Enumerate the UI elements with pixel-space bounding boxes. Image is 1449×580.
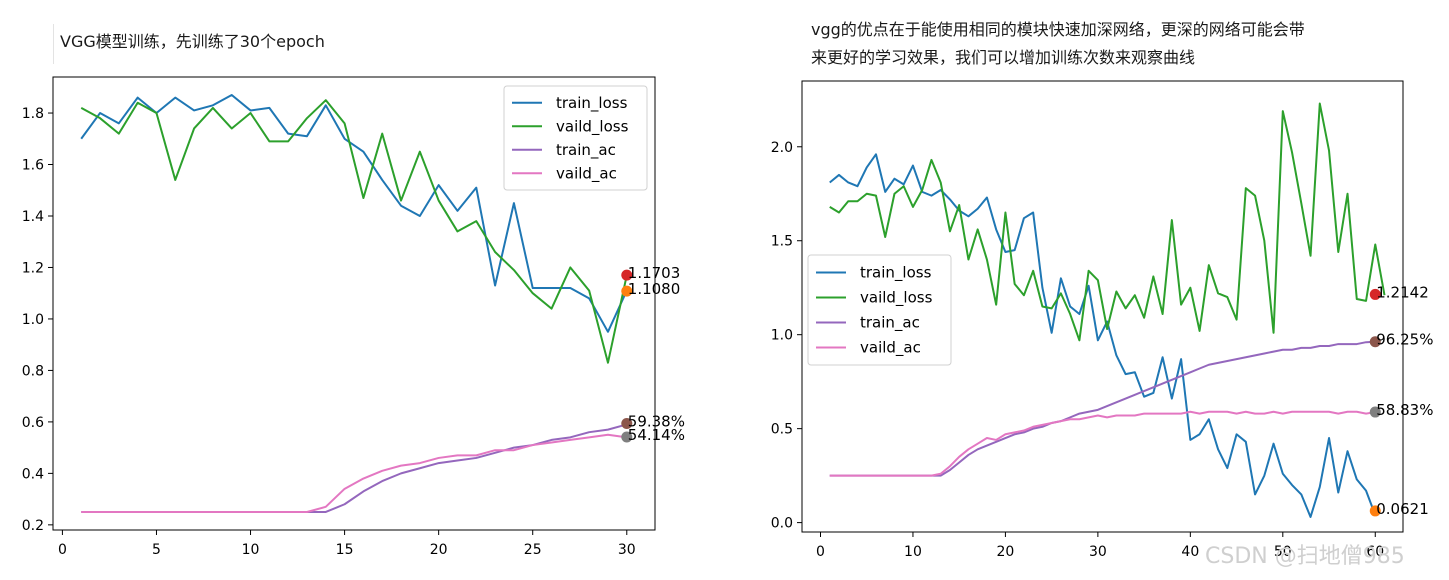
- legend-label-vaild_ac: vaild_ac: [556, 164, 617, 183]
- end-marker-1: [621, 269, 633, 281]
- legend-label-vaild_loss: vaild_loss: [860, 289, 933, 308]
- plot-frame: [52, 76, 656, 531]
- y-tick-label: 1.4: [22, 209, 44, 225]
- x-tick-label: 5: [152, 542, 161, 558]
- x-tick-label: 40: [1181, 544, 1199, 560]
- y-tick-label: 1.0: [22, 312, 44, 328]
- right-caption: vgg的优点在于能使用相同的模块快速加深网络，更深的网络可能会带 来更好的学习效…: [811, 16, 1305, 72]
- end-marker-3: [1369, 406, 1381, 418]
- x-tick-label: 20: [430, 542, 448, 558]
- legend: train_loss vaild_loss train_ac vaild_ac: [503, 85, 648, 191]
- x-tick-label: 0: [58, 542, 67, 558]
- end-label-3: 59.38%: [628, 412, 685, 430]
- end-label-4: 54.14%: [628, 426, 685, 444]
- right-caption-line-2: 来更好的学习效果，我们可以增加训练次数来观察曲线: [811, 48, 1196, 67]
- y-tick-label: 0.2: [22, 518, 44, 534]
- y-tick-label: 1.8: [22, 106, 44, 122]
- end-label-3: 58.83%: [1376, 401, 1433, 419]
- legend-label-vaild_ac: vaild_ac: [860, 339, 921, 358]
- end-marker-2: [1369, 336, 1381, 348]
- series-line-train_loss: [80, 94, 628, 333]
- x-tick-label: 25: [524, 542, 542, 558]
- x-tick-label: 20: [997, 544, 1015, 560]
- x-tick-label: 0: [816, 544, 825, 560]
- y-tick-label: 0.4: [22, 466, 44, 482]
- y-tick-label: 1.2: [22, 260, 44, 276]
- series-line-vaild_loss: [829, 102, 1386, 342]
- watermark: CSDN @扫地僧985: [1205, 544, 1405, 569]
- legend: train_loss vaild_loss train_ac vaild_ac: [807, 254, 952, 366]
- series-line-train_loss: [829, 153, 1377, 518]
- y-tick-label: 0.5: [771, 422, 793, 438]
- y-tick-label: 0.0: [771, 516, 793, 532]
- x-tick-label: 15: [336, 542, 354, 558]
- legend-box: [503, 85, 648, 191]
- y-tick-label: 0.6: [22, 415, 44, 431]
- legend-box: [807, 254, 952, 366]
- end-marker-1: [1369, 288, 1381, 300]
- legend-label-train_ac: train_ac: [860, 314, 920, 333]
- x-tick-label: 60: [1366, 544, 1384, 560]
- plot-frame: [801, 80, 1404, 533]
- x-tick-label: 30: [1089, 544, 1107, 560]
- end-label-2: 96.25%: [1376, 331, 1433, 349]
- end-marker-4: [621, 431, 633, 443]
- series-line-vaild_ac: [829, 410, 1376, 477]
- end-label-2: 1.1080: [628, 280, 681, 298]
- series-line-train_ac: [81, 423, 628, 513]
- caption-accent-bar: [53, 24, 54, 64]
- series-line-vaild_ac: [81, 433, 627, 513]
- y-tick-label: 1.5: [771, 234, 793, 250]
- end-marker-2: [621, 285, 633, 297]
- end-marker-4: [1369, 505, 1381, 517]
- legend-label-train_loss: train_loss: [860, 264, 932, 283]
- right-caption-line-1: vgg的优点在于能使用相同的模块快速加深网络，更深的网络可能会带: [811, 20, 1305, 39]
- x-tick-label: 10: [242, 542, 260, 558]
- legend-label-train_ac: train_ac: [556, 141, 616, 160]
- legend-label-vaild_loss: vaild_loss: [556, 117, 629, 136]
- x-tick-label: 50: [1274, 544, 1292, 560]
- y-tick-label: 0.8: [22, 363, 44, 379]
- end-marker-3: [621, 417, 633, 429]
- end-label-1: 1.1703: [628, 264, 681, 282]
- y-tick-label: 2.0: [771, 140, 793, 156]
- left-caption: VGG模型训练，先训练了30个epoch: [60, 32, 325, 51]
- y-tick-label: 1.0: [771, 328, 793, 344]
- series-line-vaild_loss: [80, 99, 628, 364]
- x-tick-label: 10: [904, 544, 922, 560]
- legend-label-train_loss: train_loss: [556, 94, 628, 113]
- x-tick-label: 30: [618, 542, 636, 558]
- y-tick-label: 1.6: [22, 158, 44, 174]
